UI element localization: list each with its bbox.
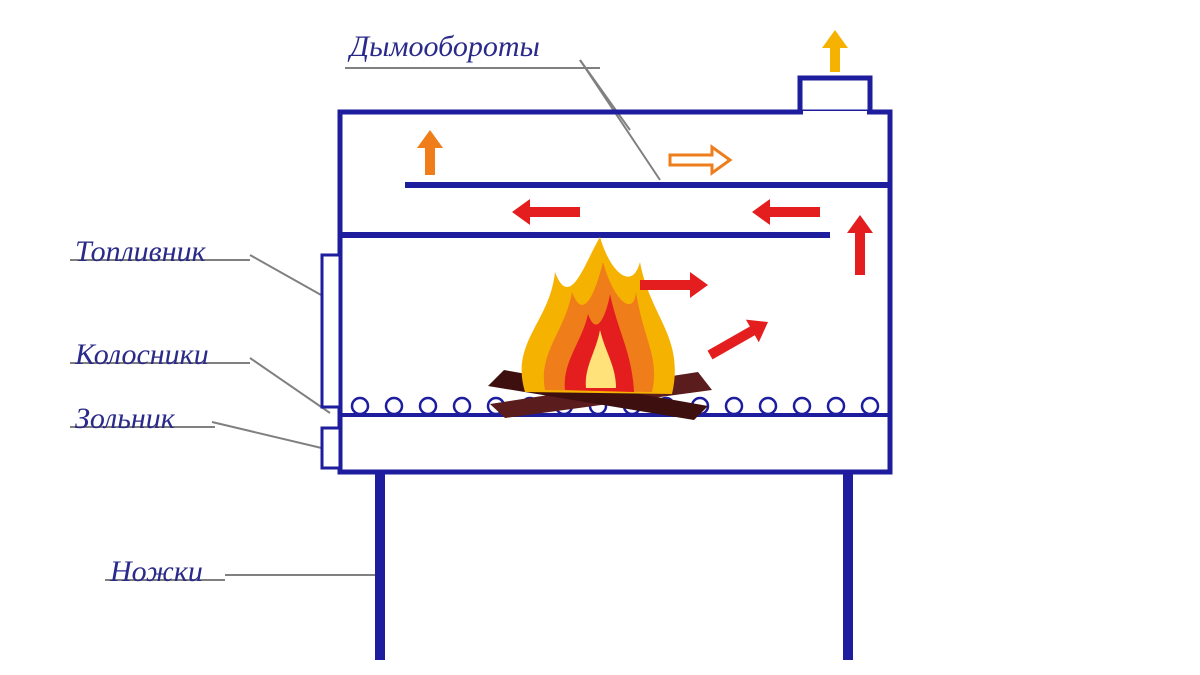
label-firebox: Топливник: [75, 235, 206, 269]
arrow-mid-left-r: [752, 199, 820, 225]
arrow-up-left: [417, 130, 443, 175]
arrow-mid-left-l: [512, 199, 580, 225]
label-ash-pit: Зольник: [75, 402, 175, 436]
arrow-top-right: [670, 147, 730, 173]
label-legs: Ножки: [110, 555, 203, 589]
label-smoke-channels: Дымообороты: [350, 30, 540, 64]
arrow-diag-right: [708, 320, 768, 360]
label-grate: Колосники: [75, 338, 209, 372]
arrow-low-right: [640, 272, 708, 298]
arrow-right-up: [847, 215, 873, 275]
arrow-exit-up: [822, 30, 848, 72]
